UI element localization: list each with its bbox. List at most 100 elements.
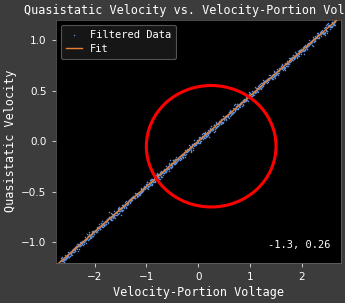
Filtered Data: [86, 236, 91, 241]
Filtered Data: [323, 25, 328, 30]
Filtered Data: [241, 99, 247, 104]
Filtered Data: [248, 94, 253, 99]
Filtered Data: [263, 78, 268, 83]
Filtered Data: [66, 254, 71, 259]
Filtered Data: [308, 40, 314, 45]
Filtered Data: [235, 103, 240, 108]
Filtered Data: [237, 102, 242, 106]
Filtered Data: [200, 135, 206, 139]
Filtered Data: [128, 195, 134, 200]
Filtered Data: [152, 175, 158, 180]
Filtered Data: [85, 235, 90, 240]
Filtered Data: [328, 23, 333, 28]
Filtered Data: [323, 28, 328, 33]
Filtered Data: [253, 89, 259, 94]
Filtered Data: [125, 201, 130, 206]
Filtered Data: [288, 59, 294, 64]
Filtered Data: [156, 172, 161, 177]
Filtered Data: [66, 251, 71, 255]
Filtered Data: [185, 147, 190, 152]
Filtered Data: [292, 55, 297, 60]
Filtered Data: [207, 126, 213, 131]
Filtered Data: [110, 215, 116, 220]
Filtered Data: [186, 148, 192, 152]
Filtered Data: [283, 64, 289, 69]
Filtered Data: [115, 208, 121, 213]
Filtered Data: [101, 222, 107, 227]
Filtered Data: [331, 20, 336, 25]
Filtered Data: [219, 121, 225, 125]
Filtered Data: [214, 121, 219, 125]
Filtered Data: [137, 189, 142, 194]
Filtered Data: [287, 57, 293, 62]
Filtered Data: [110, 212, 115, 217]
Filtered Data: [309, 38, 314, 43]
Filtered Data: [67, 250, 73, 255]
Filtered Data: [183, 148, 189, 153]
Filtered Data: [117, 206, 123, 211]
Filtered Data: [145, 183, 150, 188]
Filtered Data: [318, 30, 324, 35]
Filtered Data: [328, 25, 334, 29]
Filtered Data: [184, 150, 189, 155]
Filtered Data: [282, 67, 287, 72]
Filtered Data: [195, 141, 200, 146]
Filtered Data: [65, 252, 71, 257]
Filtered Data: [295, 51, 300, 56]
Filtered Data: [98, 224, 104, 228]
Filtered Data: [229, 111, 234, 116]
Filtered Data: [111, 214, 116, 219]
Filtered Data: [242, 99, 248, 104]
Filtered Data: [93, 228, 98, 233]
Filtered Data: [180, 155, 185, 160]
Filtered Data: [171, 157, 177, 162]
Filtered Data: [142, 186, 148, 191]
Filtered Data: [117, 206, 123, 211]
Filtered Data: [104, 218, 110, 222]
Filtered Data: [253, 90, 258, 95]
Filtered Data: [309, 40, 315, 45]
Filtered Data: [222, 116, 227, 121]
Filtered Data: [79, 241, 85, 246]
Filtered Data: [259, 83, 265, 88]
Filtered Data: [121, 205, 127, 209]
Filtered Data: [160, 172, 165, 177]
Filtered Data: [97, 226, 102, 231]
Filtered Data: [305, 40, 310, 45]
Filtered Data: [76, 247, 82, 251]
Filtered Data: [295, 51, 300, 55]
Filtered Data: [130, 194, 136, 198]
Filtered Data: [141, 185, 147, 190]
Filtered Data: [274, 73, 279, 78]
Filtered Data: [263, 77, 268, 82]
Filtered Data: [164, 168, 169, 172]
Filtered Data: [286, 61, 291, 66]
Filtered Data: [146, 183, 151, 188]
Filtered Data: [243, 98, 248, 103]
Filtered Data: [323, 25, 328, 29]
Filtered Data: [329, 23, 335, 28]
Filtered Data: [211, 126, 216, 131]
Filtered Data: [269, 74, 275, 79]
Filtered Data: [108, 217, 113, 222]
Filtered Data: [73, 245, 78, 249]
Filtered Data: [222, 114, 227, 118]
Filtered Data: [129, 197, 135, 202]
Filtered Data: [168, 164, 174, 169]
Filtered Data: [298, 52, 304, 57]
Filtered Data: [105, 217, 111, 221]
Filtered Data: [270, 75, 275, 80]
Filtered Data: [262, 79, 267, 84]
Filtered Data: [150, 180, 156, 185]
Filtered Data: [319, 33, 324, 38]
Filtered Data: [226, 114, 231, 119]
Filtered Data: [168, 158, 173, 162]
Filtered Data: [178, 157, 184, 162]
Filtered Data: [93, 229, 99, 234]
Filtered Data: [142, 185, 148, 190]
Filtered Data: [220, 120, 225, 125]
Filtered Data: [289, 56, 294, 61]
Filtered Data: [293, 51, 298, 55]
Filtered Data: [305, 44, 310, 49]
Filtered Data: [324, 25, 329, 30]
